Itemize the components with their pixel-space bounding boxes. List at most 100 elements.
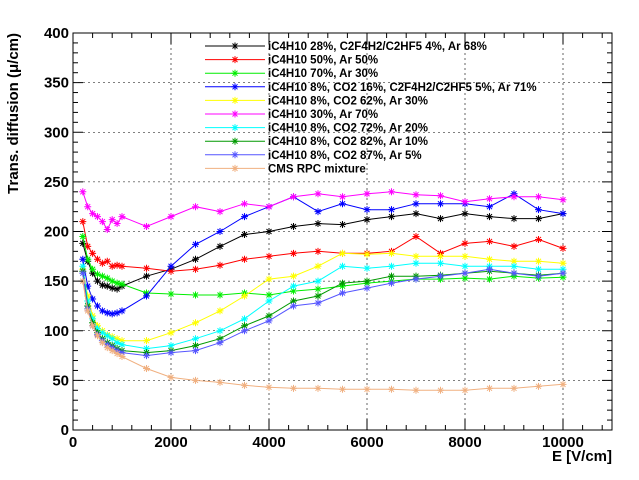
data-point — [290, 287, 297, 295]
data-point — [167, 342, 175, 350]
y-tick-label: 100 — [44, 323, 69, 340]
y-tick-label: 0 — [61, 422, 69, 439]
data-point — [113, 309, 121, 317]
legend-item: iC4H10 8%, CO2 72%, Ar 20% — [205, 123, 428, 135]
data-point — [339, 262, 346, 270]
legend-swatch-marker — [231, 151, 239, 159]
data-point — [94, 332, 101, 340]
data-point — [339, 279, 346, 287]
data-point — [143, 352, 150, 360]
data-point — [559, 273, 567, 281]
y-axis-title: Trans. diffusion (μ/cm) — [5, 33, 22, 194]
data-point — [241, 255, 248, 263]
data-point — [412, 252, 420, 260]
plot-background — [72, 32, 613, 431]
series-group — [79, 188, 567, 234]
data-point — [118, 262, 126, 270]
data-point — [79, 239, 87, 247]
data-point — [437, 272, 444, 280]
data-point — [290, 384, 297, 392]
data-point — [535, 257, 542, 265]
data-point — [559, 265, 567, 273]
data-point — [192, 319, 199, 327]
data-point — [84, 203, 92, 211]
data-point — [363, 284, 371, 292]
data-point — [108, 262, 116, 270]
data-point — [143, 364, 150, 372]
x-axis-title: E [V/cm] — [552, 448, 612, 465]
data-point — [314, 277, 322, 285]
data-point — [241, 200, 248, 208]
data-point — [339, 221, 346, 229]
data-point — [510, 257, 518, 265]
plot-frame — [72, 32, 613, 431]
data-point — [412, 200, 420, 208]
data-point — [103, 282, 111, 290]
data-point — [118, 353, 126, 361]
data-point — [118, 341, 126, 349]
data-point — [192, 347, 199, 355]
data-point — [94, 255, 101, 263]
data-point — [461, 274, 469, 282]
data-point — [290, 297, 297, 305]
data-point — [167, 290, 175, 298]
data-point — [265, 297, 273, 305]
legend-label: iC4H10 8%, CO2 82%, Ar 10% — [268, 136, 428, 148]
data-point — [103, 309, 111, 317]
data-point — [118, 280, 126, 288]
data-point — [363, 250, 371, 258]
legend-item: iC4H10 8%, CO2 82%, Ar 10% — [205, 136, 428, 148]
data-point — [143, 223, 150, 231]
data-point — [265, 317, 273, 325]
data-point — [118, 213, 126, 221]
data-point — [559, 259, 567, 267]
data-point — [486, 195, 493, 203]
data-point — [339, 289, 346, 297]
data-point — [510, 193, 518, 201]
data-point — [89, 249, 97, 257]
data-point — [192, 255, 199, 263]
data-point — [192, 342, 199, 350]
data-point — [486, 275, 493, 283]
data-point — [113, 261, 121, 269]
data-point — [113, 335, 121, 343]
data-point — [167, 329, 175, 337]
data-point — [216, 242, 224, 250]
data-point — [437, 386, 444, 394]
data-point — [510, 384, 518, 392]
data-point — [388, 213, 395, 221]
data-point — [89, 210, 97, 218]
data-point — [216, 291, 224, 299]
data-point — [241, 322, 248, 330]
data-point — [486, 255, 493, 263]
data-point — [461, 386, 469, 394]
data-point — [79, 188, 87, 196]
data-point — [216, 335, 224, 343]
data-point — [108, 277, 116, 285]
data-point — [412, 386, 420, 394]
legend-label: iC4H10 8%, CO2 62%, Ar 30% — [268, 95, 428, 107]
legend-item: iC4H10 70%, Ar 30% — [205, 68, 378, 80]
data-point — [94, 325, 101, 333]
data-point — [79, 269, 87, 277]
data-point — [290, 302, 297, 310]
data-point — [510, 215, 518, 223]
data-point — [339, 193, 346, 201]
data-point — [559, 269, 567, 277]
data-point — [437, 259, 444, 267]
legend-item: iC4H10 8%, CO2 62%, Ar 30% — [205, 95, 428, 107]
data-point — [437, 252, 444, 260]
data-point — [103, 274, 111, 282]
legend-item: iC4H10 50%, Ar 50% — [205, 55, 378, 67]
data-point — [192, 240, 199, 248]
data-point — [143, 272, 150, 280]
data-point — [388, 206, 395, 214]
data-point — [388, 279, 395, 287]
data-point — [167, 349, 175, 357]
data-point — [241, 230, 248, 238]
x-tick-label: 6000 — [350, 434, 383, 451]
legend-label: CMS RPC mixture — [268, 163, 366, 175]
data-point — [486, 237, 493, 245]
data-point — [98, 259, 106, 267]
data-point — [510, 262, 518, 270]
